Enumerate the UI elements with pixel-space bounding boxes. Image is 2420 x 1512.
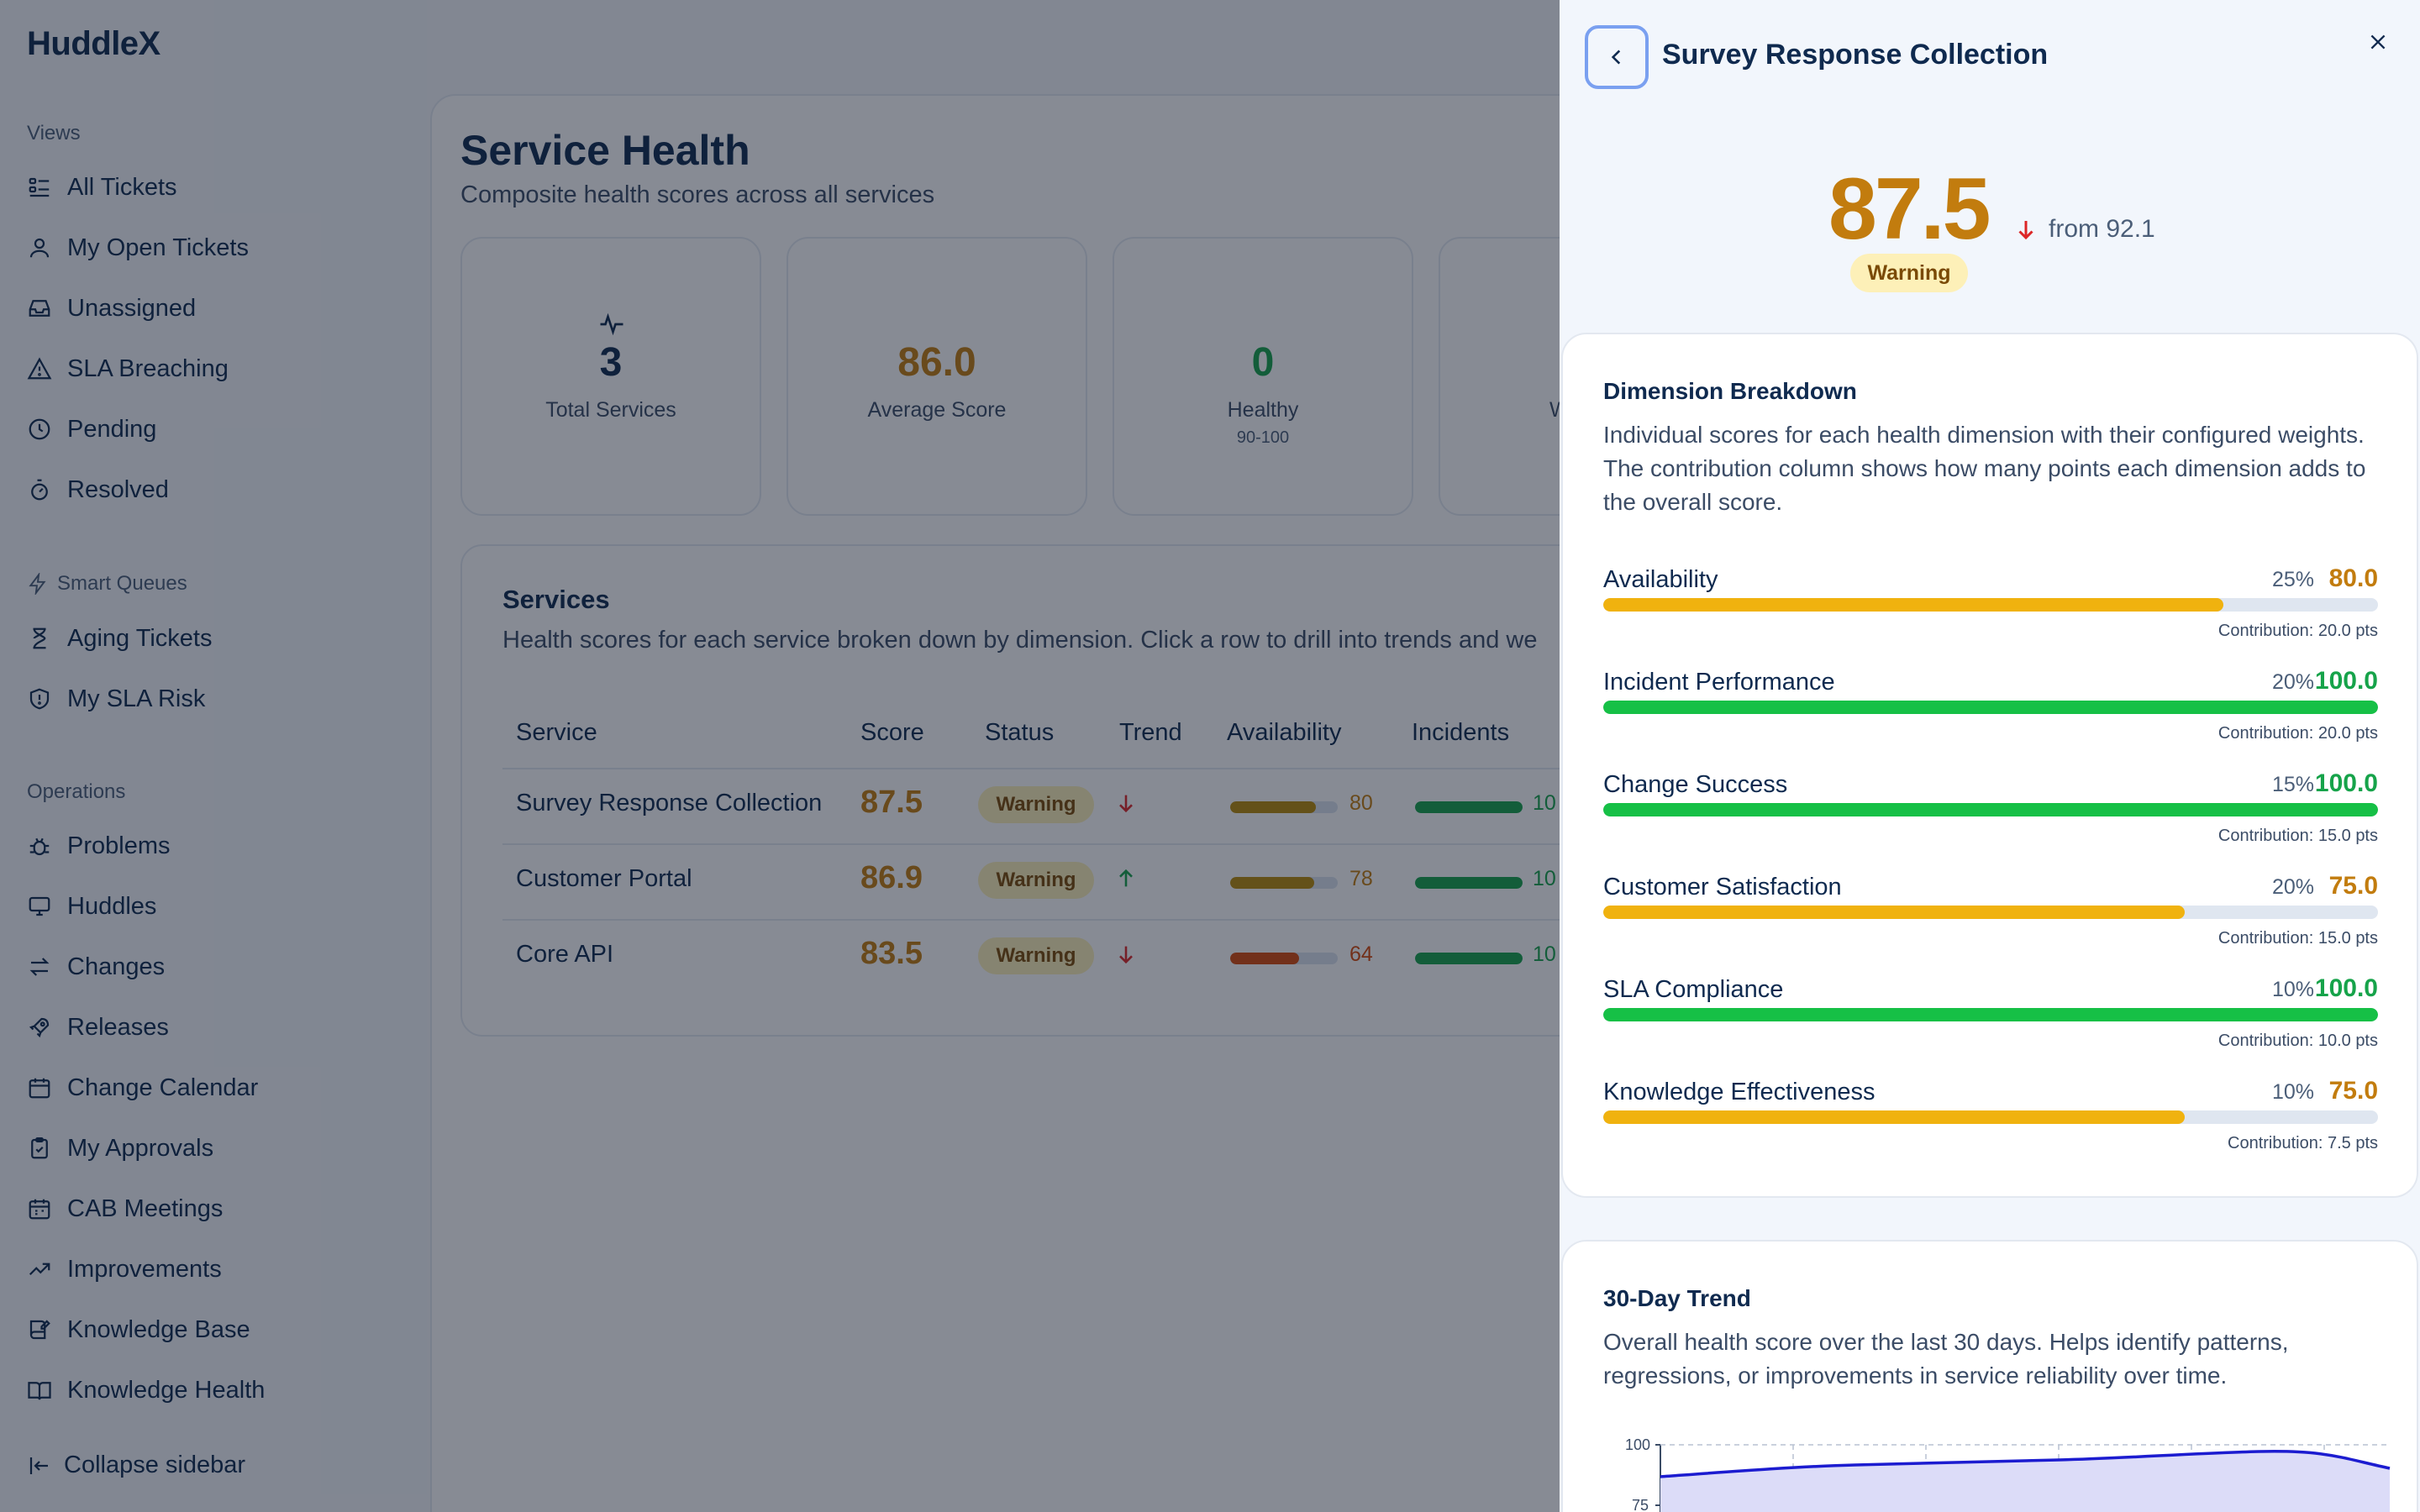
dimension-bar <box>1603 1110 2378 1124</box>
dimension-weight: 10% <box>2271 1080 2314 1104</box>
dimension-contribution: Contribution: 10.0 pts <box>2217 1032 2378 1050</box>
dimension-contribution: Contribution: 20.0 pts <box>2217 724 2378 743</box>
dimension-bar-fill <box>1603 1008 2378 1021</box>
dimension-bar-fill <box>1603 1110 2185 1124</box>
dimension-bar-fill <box>1603 803 2378 816</box>
modal-backdrop[interactable] <box>0 0 1560 1512</box>
dimension-incident-performance: Incident Performance 20% 100.0 Contribut… <box>1603 667 2378 753</box>
dimension-name: Change Success <box>1603 771 1788 798</box>
dimension-contribution: Contribution: 15.0 pts <box>2217 929 2378 948</box>
dimension-name: Availability <box>1603 566 1718 593</box>
overall-score: 87.5 <box>1828 160 1991 258</box>
dimension-weight: 20% <box>2271 670 2314 694</box>
score-change: from 92.1 <box>2013 215 2155 244</box>
dimension-weight: 15% <box>2271 773 2314 796</box>
dimension-name: Knowledge Effectiveness <box>1603 1079 1876 1105</box>
chevron-left-icon <box>1611 50 1621 65</box>
arrow-down-icon <box>2018 221 2033 240</box>
dimension-weight: 20% <box>2271 875 2314 899</box>
dimension-knowledge-effectiveness: Knowledge Effectiveness 10% 75.0 Contrib… <box>1603 1077 2378 1163</box>
y-tick-label: 100 <box>1625 1436 1650 1453</box>
dimension-weight: 10% <box>2271 978 2314 1001</box>
dimension-score: 80.0 <box>2328 564 2378 592</box>
dimension-availability: Availability 25% 80.0 Contribution: 20.0… <box>1603 564 2378 650</box>
dimension-bar-fill <box>1603 598 2223 612</box>
dimension-score: 75.0 <box>2328 872 2378 900</box>
dimension-bar <box>1603 598 2378 612</box>
dimension-bar <box>1603 803 2378 816</box>
close-icon <box>2370 34 2386 50</box>
dimension-name: Customer Satisfaction <box>1603 874 1842 900</box>
dimension-name: Incident Performance <box>1603 669 1835 696</box>
card-title: Dimension Breakdown <box>1603 378 1857 404</box>
previous-score: from 92.1 <box>2049 215 2155 243</box>
card-title: 30-Day Trend <box>1603 1285 1751 1311</box>
dimension-change-success: Change Success 15% 100.0 Contribution: 1… <box>1603 769 2378 855</box>
dimension-sla-compliance: SLA Compliance 10% 100.0 Contribution: 1… <box>1603 974 2378 1060</box>
dimension-contribution: Contribution: 20.0 pts <box>2217 622 2378 640</box>
dimension-bar-fill <box>1603 701 2378 714</box>
dimension-breakdown-card: Dimension Breakdown Individual scores fo… <box>1561 333 2418 1198</box>
dimension-bar-fill <box>1603 906 2185 919</box>
dimension-name: SLA Compliance <box>1603 976 1784 1003</box>
dimension-bar <box>1603 1008 2378 1021</box>
y-tick-label: 75 <box>1632 1497 1649 1512</box>
card-description: Individual scores for each health dimens… <box>1603 422 2366 515</box>
dimension-customer-satisfaction: Customer Satisfaction 20% 75.0 Contribut… <box>1603 872 2378 958</box>
trend-card: 30-Day Trend Overall health score over t… <box>1561 1240 2418 1512</box>
back-button[interactable] <box>1585 25 1649 89</box>
service-detail-drawer: Survey Response Collection 87.5 from 92.… <box>1560 0 2420 1512</box>
dimension-score: 75.0 <box>2328 1077 2378 1105</box>
trend-line <box>1660 1449 2391 1478</box>
drawer-title: Survey Response Collection <box>1662 39 2049 71</box>
status-badge: Warning <box>1850 254 1968 292</box>
dimension-contribution: Contribution: 7.5 pts <box>2228 1134 2378 1152</box>
dimension-weight: 25% <box>2271 568 2314 591</box>
dimension-score: 100.0 <box>2314 974 2378 1002</box>
dimension-bar <box>1603 701 2378 714</box>
card-description: Overall health score over the last 30 da… <box>1603 1329 2289 1389</box>
dimension-contribution: Contribution: 15.0 pts <box>2217 827 2378 845</box>
trend-chart: 100 75 <box>1625 1436 2391 1512</box>
dimension-bar <box>1603 906 2378 919</box>
dimension-score: 100.0 <box>2314 769 2378 797</box>
close-button[interactable] <box>2361 25 2395 59</box>
dimension-score: 100.0 <box>2314 667 2378 695</box>
